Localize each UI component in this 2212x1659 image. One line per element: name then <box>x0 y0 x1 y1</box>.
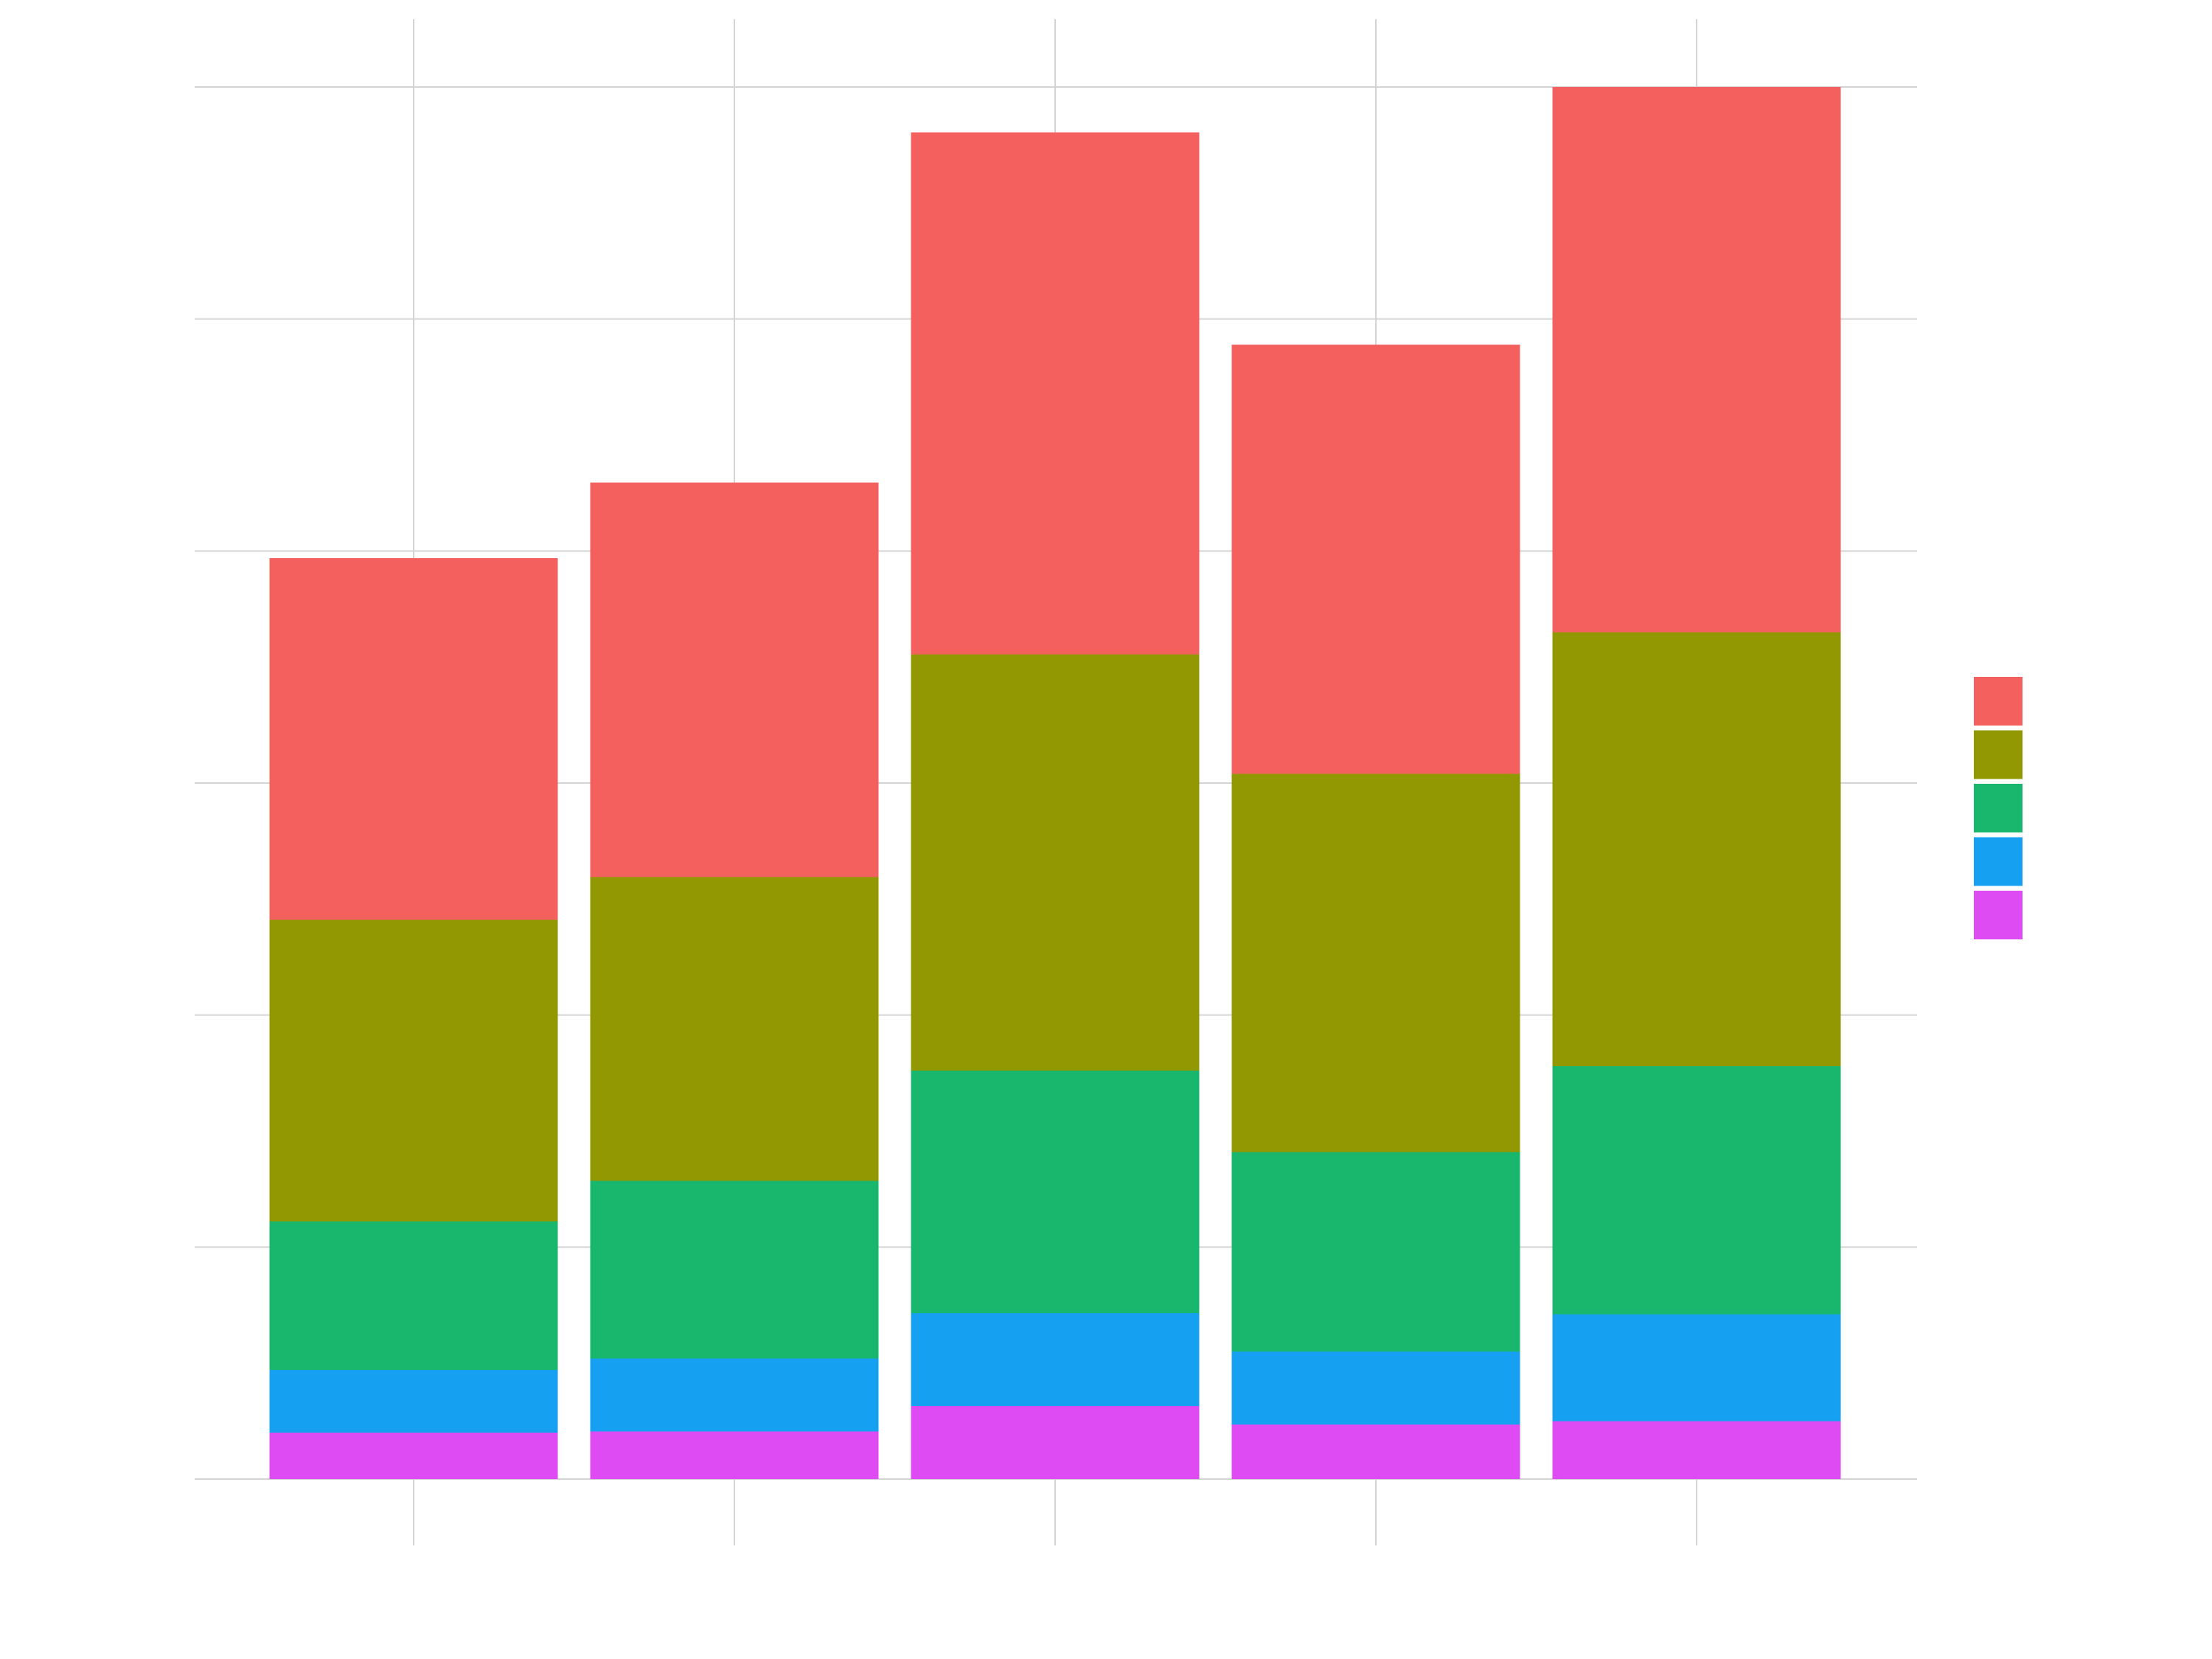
legend-key-series-4 <box>1974 677 2023 726</box>
legend-key-series-0 <box>1974 891 2023 939</box>
bar-3-series-4 <box>1231 344 1520 774</box>
bar-3-series-1 <box>1231 1351 1520 1425</box>
bar-3-series-2 <box>1231 1152 1520 1352</box>
bar-4-series-4 <box>1552 87 1841 633</box>
bar-2-series-1 <box>911 1313 1200 1406</box>
bar-2-series-0 <box>911 1405 1200 1479</box>
bar-1-series-0 <box>590 1431 879 1479</box>
bar-4-series-2 <box>1552 1065 1841 1315</box>
bar-0-series-1 <box>269 1370 558 1433</box>
bar-2-series-2 <box>911 1071 1200 1314</box>
bar-1-series-4 <box>590 482 879 877</box>
bars <box>269 87 1841 1479</box>
bar-0-series-0 <box>269 1433 558 1479</box>
legend-key-series-1 <box>1974 837 2023 886</box>
legend <box>1974 677 2023 939</box>
bar-4-series-3 <box>1552 632 1841 1066</box>
bar-0-series-3 <box>269 919 558 1222</box>
legend-key-series-3 <box>1974 730 2023 779</box>
bar-1-series-3 <box>590 877 879 1181</box>
bar-4-series-0 <box>1552 1421 1841 1479</box>
bar-4-series-1 <box>1552 1314 1841 1422</box>
bar-3-series-0 <box>1231 1425 1520 1479</box>
bar-2-series-4 <box>911 132 1200 655</box>
bar-0-series-4 <box>269 557 558 920</box>
bar-2-series-3 <box>911 654 1200 1071</box>
bar-0-series-2 <box>269 1221 558 1371</box>
bar-1-series-2 <box>590 1180 879 1359</box>
legend-key-series-2 <box>1974 784 2023 832</box>
bar-3-series-3 <box>1231 773 1520 1152</box>
bar-1-series-1 <box>590 1358 879 1432</box>
